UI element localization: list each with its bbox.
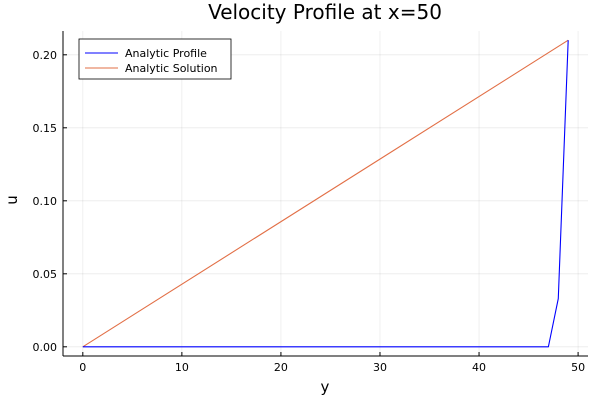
x-tick-label: 50 [571, 361, 585, 374]
series-line-analytic-profile [82, 40, 569, 348]
x-tick-label: 30 [373, 361, 387, 374]
chart-title: Velocity Profile at x=50 [208, 0, 442, 24]
axes-layer: 0 10 20 30 40 50 0.00 0.05 0.10 0.15 0.20 [33, 31, 588, 374]
x-tick-label: 40 [472, 361, 486, 374]
series-layer [82, 39, 569, 348]
series-line-analytic-solution [82, 39, 569, 348]
x-axis-title: y [321, 378, 330, 396]
y-tick-label: 0.10 [33, 195, 58, 208]
x-tick-label: 0 [79, 361, 86, 374]
y-axis-title: u [3, 195, 21, 205]
legend: Analytic Profile Analytic Solution [78, 38, 232, 80]
y-tick-label: 0.20 [33, 49, 58, 62]
legend-label-analytic-profile: Analytic Profile [125, 47, 207, 60]
x-tick-label: 20 [274, 361, 288, 374]
x-tick-label: 10 [175, 361, 189, 374]
y-tick-label: 0.15 [33, 122, 58, 135]
y-tick-label: 0.05 [33, 268, 58, 281]
legend-box [78, 38, 232, 80]
legend-label-analytic-solution: Analytic Solution [125, 62, 218, 75]
y-tick-label: 0.00 [33, 341, 58, 354]
